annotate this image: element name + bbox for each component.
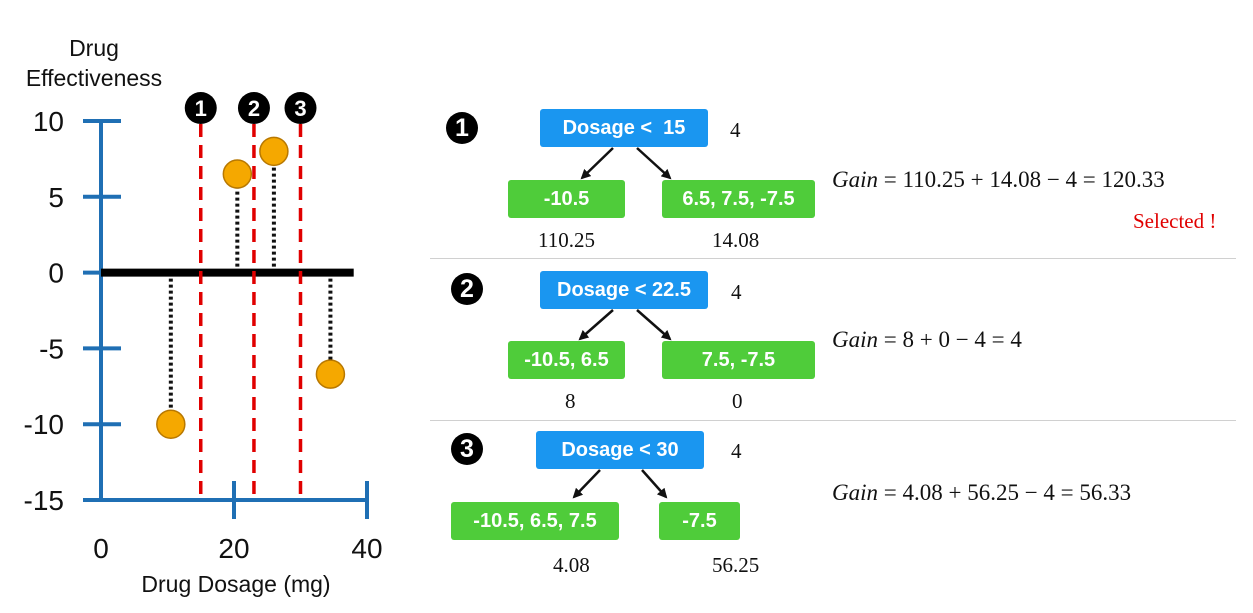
- gain-formula: Gain = 8 + 0 − 4 = 4: [832, 327, 1022, 353]
- threshold-marker: [184, 92, 217, 124]
- left-arrow: [578, 309, 614, 341]
- right-arrow: [636, 147, 672, 180]
- root-value: 4: [731, 280, 742, 304]
- data-point: [156, 409, 186, 439]
- split-number-badge: 2: [451, 273, 483, 305]
- right-arrow: [636, 309, 672, 341]
- gain-formula: Gain = 4.08 + 56.25 − 4 = 56.33: [832, 480, 1131, 506]
- x-axis-title: Drug Dosage (mg): [141, 571, 330, 597]
- right-leaf: -7.5: [659, 502, 740, 540]
- gain-label: Gain: [832, 480, 878, 505]
- right-arrow: [641, 469, 668, 499]
- threshold-marker-label: 1: [195, 96, 207, 121]
- right-leaf: 7.5, -7.5: [662, 341, 815, 379]
- y-tick-label: 10: [33, 106, 64, 137]
- gain-formula: Gain = 110.25 + 14.08 − 4 = 120.33: [832, 167, 1165, 193]
- split-number-badge: 1: [446, 112, 478, 144]
- right-value: 14.08: [712, 228, 760, 252]
- root-node: Dosage < 30: [536, 431, 704, 469]
- gain-label: Gain: [832, 167, 878, 192]
- left-arrow: [580, 147, 614, 180]
- left-leaf: -10.5, 6.5, 7.5: [451, 502, 619, 540]
- split-number-badge: 3: [451, 433, 483, 465]
- left-arrow: [572, 469, 601, 499]
- data-point: [315, 359, 346, 389]
- y-tick-label: -5: [39, 333, 64, 364]
- dosage-effectiveness-chart: Drug Effectiveness Drug Dosage (mg) 1050…: [24, 35, 383, 597]
- root-value: 4: [730, 118, 741, 142]
- y-tick-label: -10: [24, 409, 64, 440]
- y-tick-label: 0: [48, 258, 64, 289]
- root-value: 4: [731, 439, 742, 463]
- x-tick-label: 40: [351, 533, 382, 564]
- left-value: 8: [565, 389, 576, 413]
- left-leaf: -10.5, 6.5: [508, 341, 625, 379]
- y-tick-label: -15: [24, 485, 64, 516]
- gain-expression: = 110.25 + 14.08 − 4 = 120.33: [878, 167, 1165, 192]
- threshold-marker: [237, 92, 270, 124]
- right-value: 56.25: [712, 553, 760, 577]
- y-axis-title-line1: Drug: [69, 35, 119, 61]
- divider: [430, 420, 1236, 421]
- threshold-marker: [284, 92, 317, 124]
- data-point: [259, 136, 289, 167]
- x-tick-label: 0: [93, 533, 109, 564]
- gain-expression: = 8 + 0 − 4 = 4: [878, 327, 1022, 352]
- right-leaf: 6.5, 7.5, -7.5: [662, 180, 815, 218]
- right-value: 0: [732, 389, 743, 413]
- left-leaf: -10.5: [508, 180, 625, 218]
- y-tick-label: 5: [48, 182, 64, 213]
- gain-expression: = 4.08 + 56.25 − 4 = 56.33: [878, 480, 1132, 505]
- threshold-marker-label: 2: [248, 96, 260, 121]
- selected-label: Selected !: [1133, 209, 1217, 233]
- root-node: Dosage < 22.5: [540, 271, 708, 309]
- threshold-marker-label: 3: [294, 96, 306, 121]
- root-node: Dosage < 15: [540, 109, 708, 147]
- gain-label: Gain: [832, 327, 878, 352]
- left-value: 4.08: [553, 553, 590, 577]
- divider: [430, 258, 1236, 259]
- data-point: [222, 159, 253, 189]
- left-value: 110.25: [538, 228, 595, 252]
- x-tick-label: 20: [218, 533, 249, 564]
- y-axis-title-line2: Effectiveness: [26, 65, 162, 91]
